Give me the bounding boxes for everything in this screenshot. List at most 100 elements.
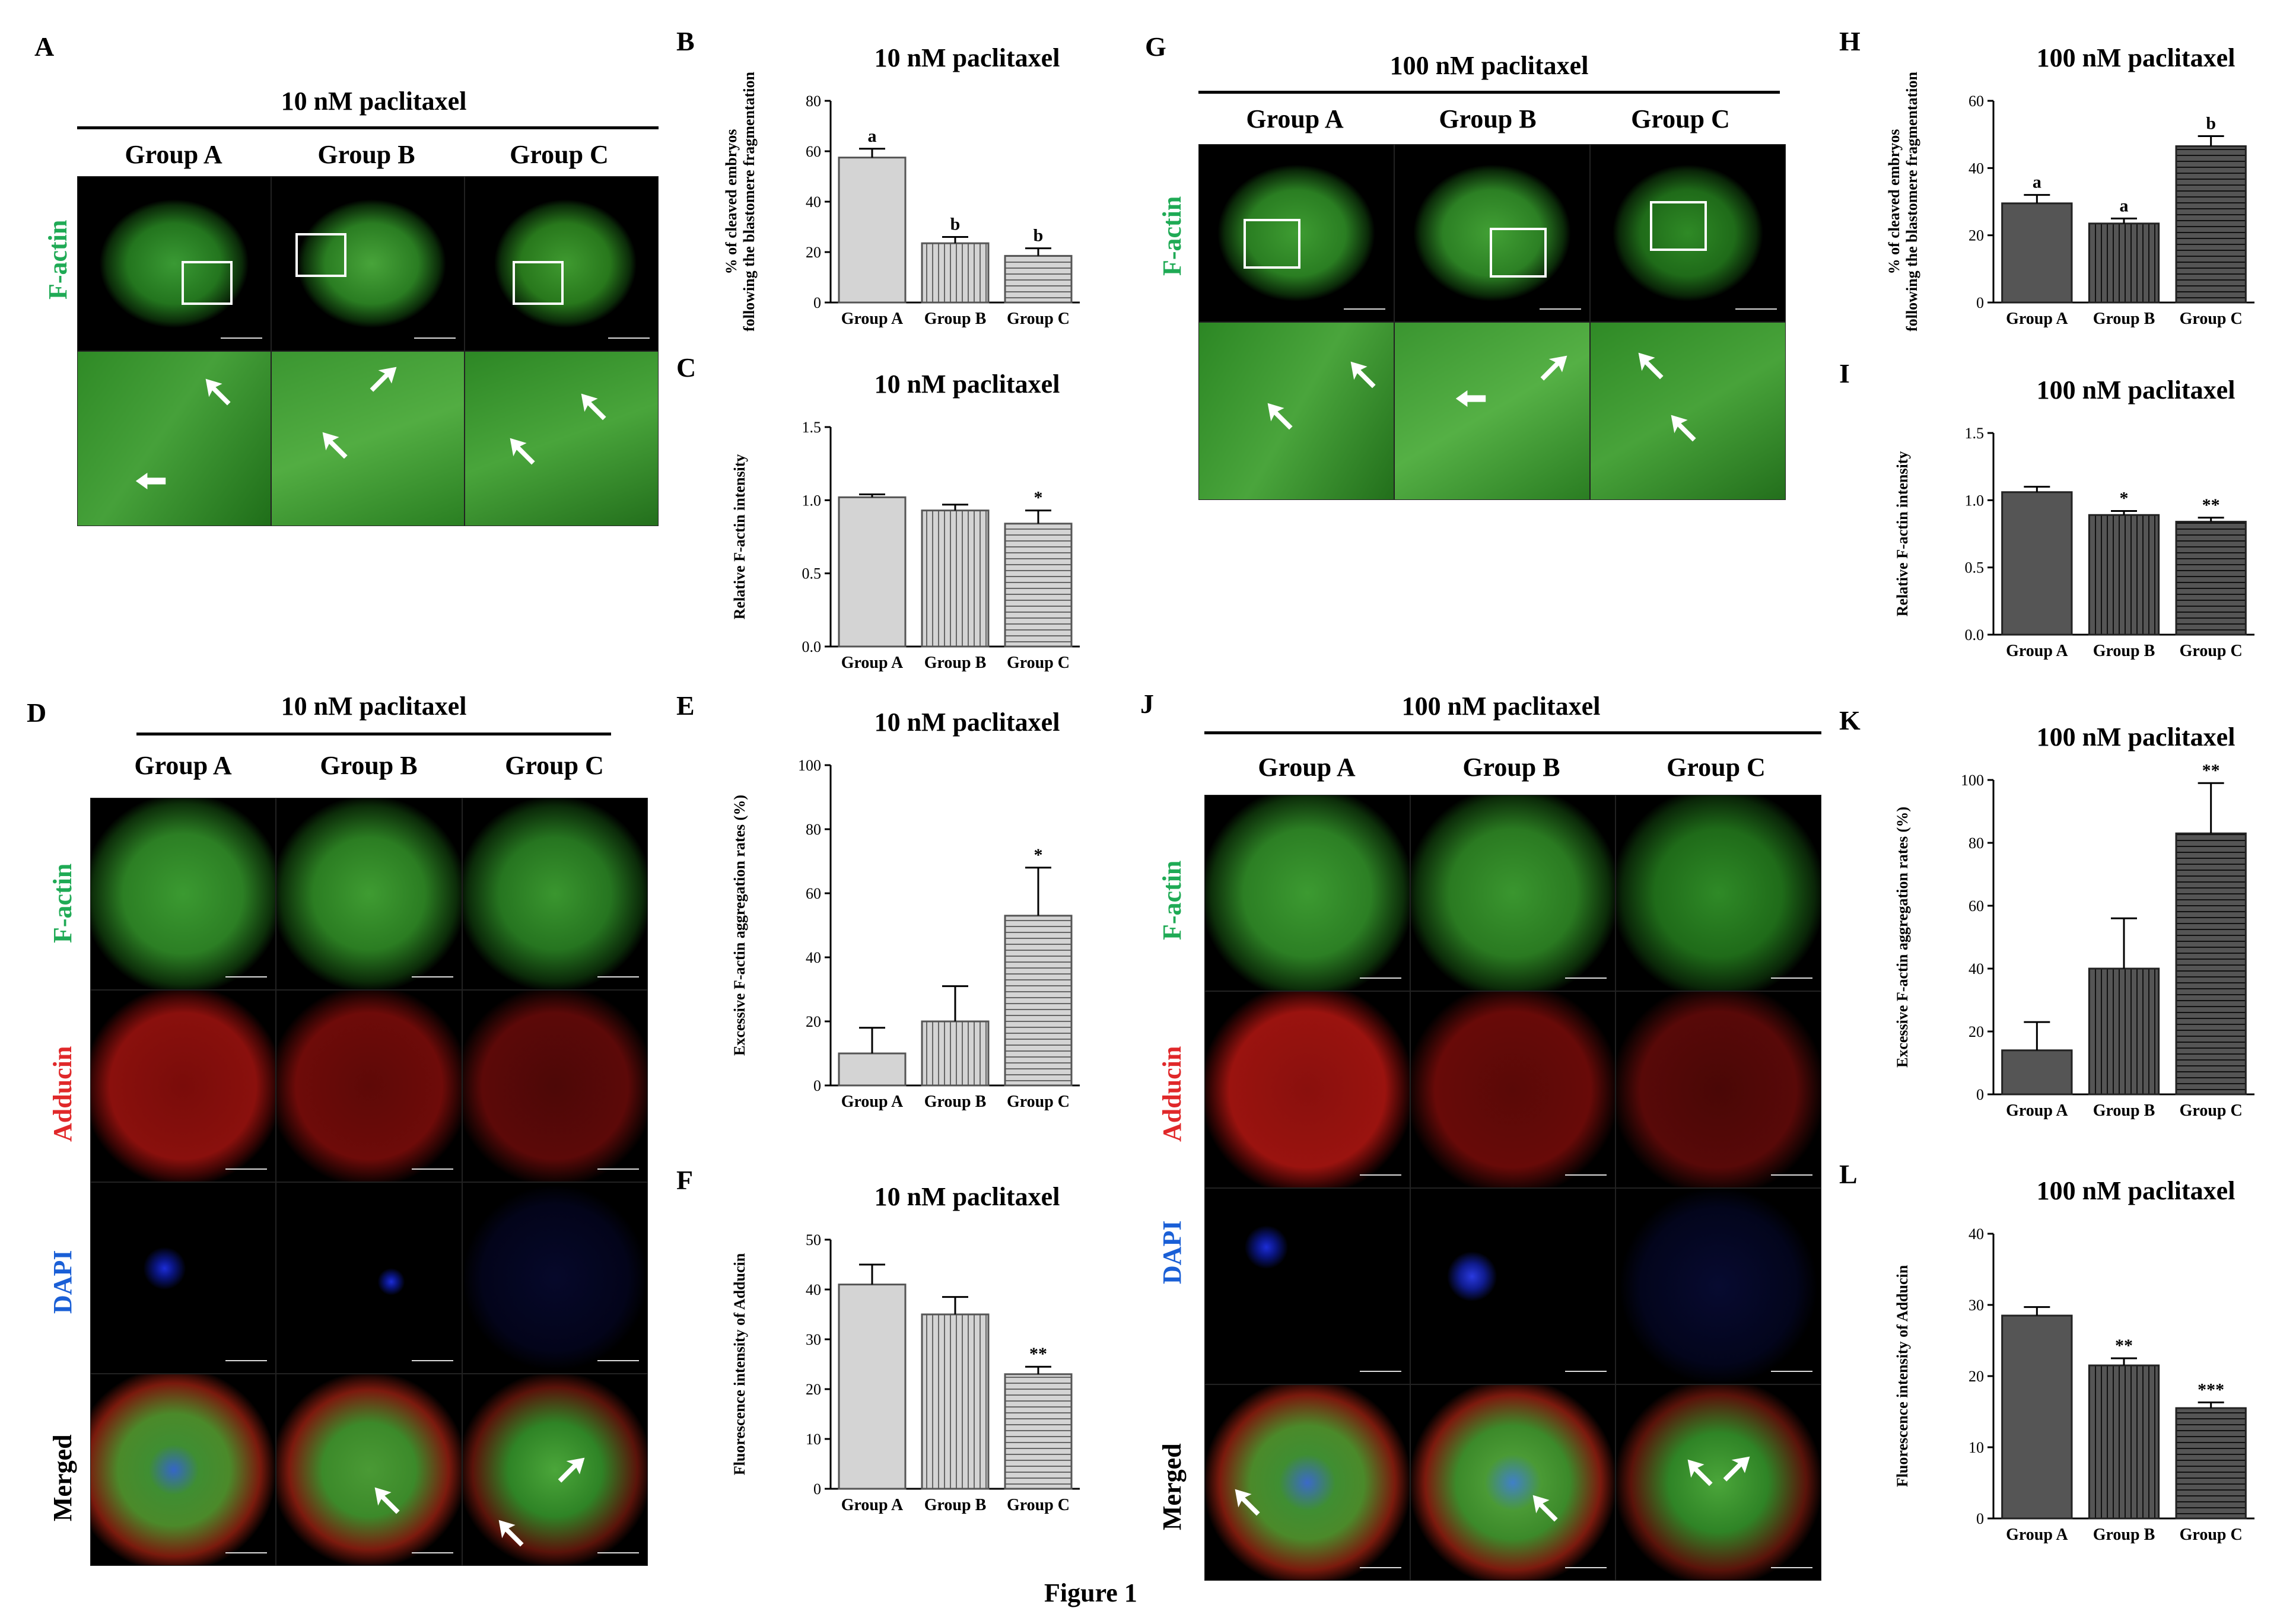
- panel-a-group-c: Group C: [510, 140, 609, 169]
- micrograph-a-groupb-zoom: [271, 351, 465, 526]
- scale-bar: [1770, 1370, 1812, 1375]
- micrograph-j-dapi-a: [1204, 1187, 1410, 1384]
- micrograph-g-groupa-top: [1198, 144, 1394, 322]
- bar-group-c: [2175, 145, 2247, 304]
- panel-g-group-c: Group C: [1631, 104, 1730, 133]
- panel-j-underline: [1204, 731, 1821, 734]
- bar-group-a: [838, 496, 907, 648]
- y-tick-label: 80: [1969, 835, 1984, 852]
- panel-letter-e: E: [676, 690, 695, 721]
- chart-title: 10 nM paclitaxel: [874, 1182, 1060, 1211]
- panel-a-row-label-factin: F-actin: [43, 219, 72, 300]
- x-tick-label: Group A: [2006, 642, 2068, 660]
- panel-d-row-label-merged: Merged: [48, 1434, 77, 1521]
- micrograph-j-merged-a: [1204, 1384, 1410, 1581]
- y-tick-label: 80: [806, 821, 821, 838]
- x-tick-label: Group B: [2093, 1101, 2155, 1120]
- y-tick-label: 20: [806, 244, 821, 261]
- panel-j-group-c: Group C: [1667, 753, 1766, 782]
- y-tick-label: 0: [813, 1077, 821, 1094]
- panel-g-group-b: Group B: [1439, 104, 1537, 133]
- significance-label: *: [2120, 488, 2129, 508]
- micrograph-g-groupa-zoom: [1198, 322, 1394, 500]
- arrow-icon: [1350, 361, 1376, 389]
- y-tick-label: 20: [806, 1013, 821, 1030]
- scale-bar: [414, 337, 456, 342]
- scale-bar: [411, 1552, 453, 1557]
- significance-label: **: [2202, 760, 2220, 780]
- roi-box: [182, 261, 233, 305]
- significance-label: b: [1033, 226, 1044, 246]
- panel-a-group-a: Group A: [125, 140, 222, 169]
- micrograph-a-groupc-zoom: [465, 351, 659, 526]
- panel-letter-h: H: [1839, 26, 1861, 56]
- y-tick-label: 30: [806, 1331, 821, 1348]
- y-tick-label: 10: [806, 1431, 821, 1448]
- significance-label: a: [2033, 173, 2041, 192]
- bar-group-c: [1004, 1373, 1073, 1490]
- scale-bar: [1359, 1174, 1401, 1179]
- significance-label: **: [2115, 1336, 2133, 1355]
- scale-bar: [608, 337, 650, 342]
- panel-d-underline: [136, 733, 611, 735]
- panel-g-title: 100 nM paclitaxel: [1389, 51, 1589, 80]
- y-tick-label: 0.5: [802, 565, 822, 582]
- chart-title: 10 nM paclitaxel: [874, 370, 1060, 399]
- y-tick-label: 20: [1969, 1023, 1984, 1040]
- scale-bar: [1344, 308, 1385, 313]
- y-tick-label: 60: [1969, 897, 1984, 915]
- x-tick-label: Group A: [841, 1496, 904, 1514]
- y-tick-label: 60: [1969, 93, 1984, 110]
- y-tick-label: 1.0: [802, 492, 822, 509]
- micrograph-g-groupb-zoom: [1394, 322, 1590, 500]
- arrow-icon: [1267, 403, 1293, 430]
- scale-bar: [1770, 977, 1812, 982]
- micrograph-g-groupc-top: [1590, 144, 1786, 322]
- bar-group-a: [2001, 1314, 2073, 1520]
- significance-label: b: [950, 215, 961, 234]
- x-tick-label: Group C: [2180, 642, 2243, 660]
- y-axis-label: Fluorescence intensity of Adducin: [1894, 1265, 1911, 1487]
- arrow-icon: [1532, 1495, 1558, 1522]
- y-tick-label: 20: [1969, 1368, 1984, 1385]
- significance-label: ***: [2198, 1380, 2224, 1399]
- scale-bar: [1565, 977, 1607, 982]
- arrow-icon: [135, 473, 166, 489]
- panel-letter-k: K: [1839, 705, 1861, 735]
- x-tick-label: Group C: [2180, 1101, 2243, 1120]
- significance-label: a: [868, 126, 877, 146]
- y-tick-label: 10: [1969, 1439, 1984, 1456]
- bar-group-a: [2001, 202, 2073, 304]
- y-tick-label: 20: [806, 1381, 821, 1398]
- panel-letter-l: L: [1839, 1159, 1858, 1189]
- panel-letter-d: D: [27, 698, 47, 728]
- panel-g-underline: [1198, 91, 1780, 94]
- x-tick-label: Group B: [924, 1093, 987, 1111]
- panel-a-micrograph-grid: [77, 176, 659, 526]
- bar-group-b: [2088, 222, 2160, 304]
- x-tick-label: Group B: [924, 654, 987, 672]
- bar-group-c: [2175, 1407, 2247, 1520]
- panel-a-title: 10 nM paclitaxel: [281, 87, 467, 116]
- significance-label: *: [1034, 845, 1043, 865]
- bar-group-b: [2088, 967, 2160, 1096]
- arrow-icon: [1455, 390, 1486, 407]
- panel-j-micrograph-grid: [1204, 795, 1821, 1581]
- scale-bar: [411, 1360, 453, 1365]
- chart-title: 10 nM paclitaxel: [874, 43, 1060, 72]
- micrograph-j-adducin-a: [1204, 991, 1410, 1188]
- arrow-icon: [1638, 352, 1664, 380]
- arrow-icon: [205, 378, 231, 406]
- x-tick-label: Group C: [1007, 654, 1070, 672]
- significance-label: b: [2206, 114, 2216, 133]
- scale-bar: [1565, 1567, 1607, 1572]
- bar-group-b: [921, 1020, 990, 1087]
- bar-group-c: [2175, 521, 2247, 636]
- x-tick-label: Group B: [2093, 310, 2155, 328]
- y-tick-label: 100: [1961, 772, 1984, 789]
- scale-bar: [1565, 1174, 1607, 1179]
- y-tick-label: 40: [806, 193, 821, 211]
- micrograph-a-groupb-top: [271, 176, 465, 351]
- bar-chart-l: L 100 nM paclitaxel Fluorescence intensity…: [1839, 1159, 2254, 1544]
- x-tick-label: Group C: [1007, 310, 1070, 328]
